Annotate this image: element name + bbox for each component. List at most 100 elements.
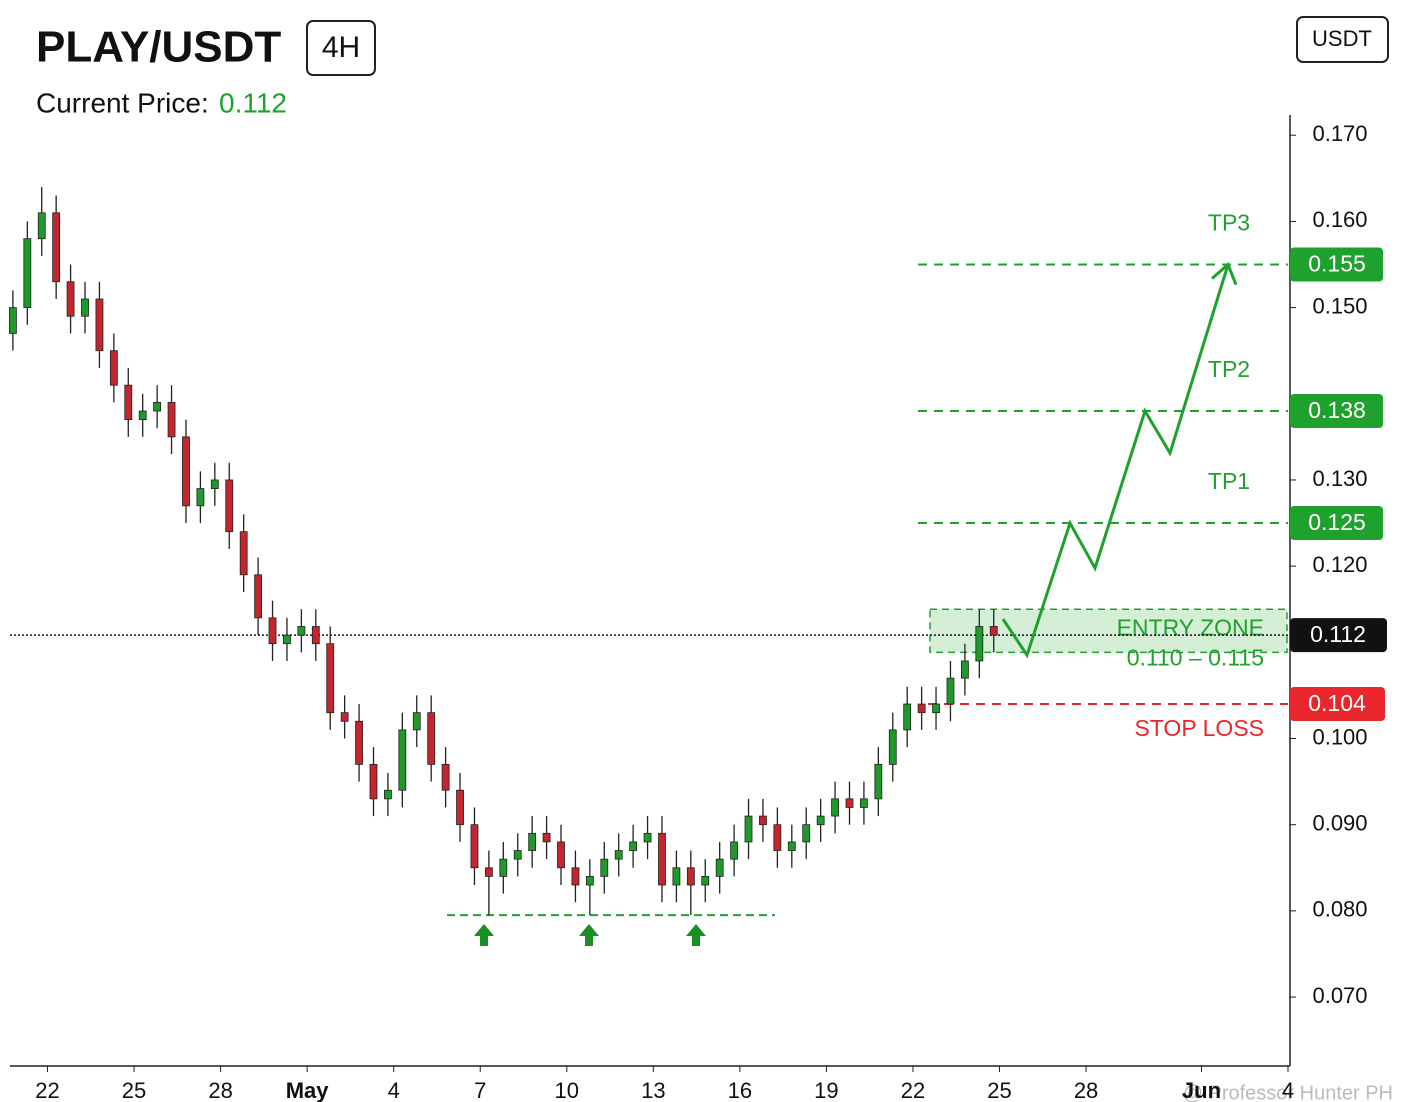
candle-body <box>355 720 363 765</box>
candle-body <box>283 634 291 645</box>
candle-body <box>37 212 46 240</box>
candle-body <box>8 307 17 334</box>
target-badge <box>1290 394 1383 429</box>
target-name: TP3 <box>1208 210 1250 236</box>
candle-body <box>831 798 839 817</box>
target-name: TP2 <box>1208 356 1250 382</box>
candle-body <box>412 712 421 731</box>
x-tick-label: 28 <box>1074 1078 1098 1102</box>
target-badge-label: 0.155 <box>1308 251 1366 277</box>
candle-body <box>513 850 522 860</box>
candle-body <box>138 410 147 421</box>
watermark: @ Professor Hunter PH <box>1183 1082 1393 1102</box>
candle-body <box>369 763 378 800</box>
x-tick-label: 13 <box>641 1078 665 1102</box>
candle-body <box>585 876 594 886</box>
candle-body <box>715 858 724 877</box>
candle-body <box>456 789 464 826</box>
target-badge <box>1290 506 1383 541</box>
y-tick-label: 0.150 <box>1312 293 1367 318</box>
candle-body <box>571 867 580 886</box>
current-price-label: Current Price: <box>36 87 209 118</box>
x-tick-label: 4 <box>388 1078 400 1102</box>
x-tick-label: 28 <box>208 1078 232 1102</box>
candle-body <box>542 832 551 843</box>
candle-body <box>960 660 969 679</box>
candle-body <box>66 281 75 317</box>
candle-body <box>629 841 638 851</box>
x-tick-label: 7 <box>474 1078 486 1102</box>
x-tick-label: 19 <box>814 1078 838 1102</box>
candle-body <box>888 729 897 765</box>
stop-badge-label: 0.104 <box>1308 690 1366 716</box>
x-tick-label: 25 <box>987 1078 1011 1102</box>
candle-body <box>874 763 883 800</box>
support-arrows <box>474 924 706 946</box>
candle-body <box>730 841 739 860</box>
candle-body <box>124 384 133 421</box>
chart-title: PLAY/USDT <box>36 23 281 72</box>
timeframe-box <box>306 20 376 76</box>
y-tick-label: 0.170 <box>1312 121 1367 146</box>
candle-body <box>23 238 32 308</box>
candle-body <box>441 763 450 791</box>
candle-body <box>95 298 104 352</box>
candle-body <box>802 824 811 843</box>
candle-body <box>860 798 868 808</box>
candle-body <box>484 867 493 877</box>
candle-body <box>528 832 537 851</box>
y-tick-label: 0.080 <box>1312 897 1367 922</box>
candle-body <box>787 841 796 851</box>
entry-zone-range: 0.110 – 0.115 <box>1127 644 1264 670</box>
target-badge-label: 0.138 <box>1308 397 1366 423</box>
candle-body <box>225 479 234 533</box>
candle-body <box>975 626 984 662</box>
x-tick-label: 22 <box>901 1078 925 1102</box>
stop-label: STOP LOSS <box>1134 715 1264 741</box>
target-name: TP1 <box>1208 468 1250 494</box>
projection-arrowhead <box>1211 261 1238 286</box>
x-tick-label: 16 <box>728 1078 752 1102</box>
currency-button[interactable] <box>1296 16 1389 63</box>
entry-zone-label: ENTRY ZONE <box>1117 614 1264 640</box>
candle-body <box>686 867 695 886</box>
candle-body <box>326 643 335 714</box>
candle-body <box>903 703 912 731</box>
candle-body <box>989 626 998 636</box>
candle-body <box>153 401 162 412</box>
candle-body <box>398 729 407 791</box>
candle-body <box>81 298 89 317</box>
candle-body <box>917 703 926 714</box>
candle-body <box>744 815 753 843</box>
x-tick-label: May <box>286 1078 330 1102</box>
candle-body <box>773 824 782 851</box>
candle-body <box>759 815 767 826</box>
candle-body <box>239 531 248 576</box>
candle-body <box>384 789 392 800</box>
candle-body <box>210 479 219 489</box>
candle-body <box>614 850 623 860</box>
candle-body <box>182 436 190 507</box>
current-price-badge <box>1290 618 1387 653</box>
x-tick-label: 10 <box>555 1078 579 1102</box>
y-tick-label: 0.090 <box>1312 811 1367 836</box>
y-tick-label: 0.120 <box>1312 552 1367 577</box>
x-tick-label: Jun <box>1182 1078 1221 1102</box>
target-badge <box>1290 247 1383 282</box>
candle-body <box>340 712 349 722</box>
candle-body <box>816 815 825 826</box>
currency-button-label[interactable]: USDT <box>1312 26 1372 51</box>
candle-body <box>254 574 262 619</box>
candle-body <box>470 824 479 869</box>
candle-body <box>167 401 176 438</box>
entry-zone <box>929 608 1288 654</box>
stop-badge <box>1290 687 1385 722</box>
y-tick-label: 0.070 <box>1312 983 1367 1008</box>
candle-body <box>932 703 940 714</box>
arrow <box>579 924 599 946</box>
candle-body <box>600 858 609 877</box>
candle-body <box>268 617 277 645</box>
candle-body <box>701 876 710 886</box>
